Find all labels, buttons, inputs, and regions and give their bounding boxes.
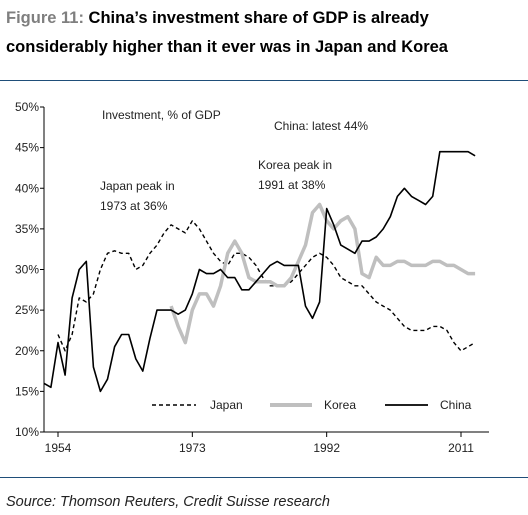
y-tick-label: 35% bbox=[15, 222, 39, 236]
annotation-china-latest: China: latest 44% bbox=[274, 119, 368, 133]
y-tick-label: 40% bbox=[15, 181, 39, 195]
annotation-japan-peak-line2: 1973 at 36% bbox=[100, 199, 168, 213]
y-axis: 10% 15% 20% 25% 30% 35% 40% 45% 50% bbox=[15, 100, 45, 439]
legend: Japan Korea China bbox=[152, 398, 472, 412]
source-note: Source: Thomson Reuters, Credit Suisse r… bbox=[6, 494, 330, 510]
y-tick-label: 15% bbox=[15, 384, 39, 398]
x-tick-label: 1954 bbox=[45, 441, 72, 455]
figure-title-text: China’s investment share of GDP is alrea… bbox=[6, 9, 448, 56]
top-rule bbox=[0, 80, 528, 81]
legend-japan-label: Japan bbox=[210, 398, 243, 412]
annotation-korea-peak-line2: 1991 at 38% bbox=[258, 178, 326, 192]
y-axis-label: Investment, % of GDP bbox=[102, 108, 221, 122]
y-tick-label: 20% bbox=[15, 344, 39, 358]
y-tick-label: 30% bbox=[15, 263, 39, 277]
x-tick-label: 1992 bbox=[313, 441, 340, 455]
series-line-japan bbox=[57, 220, 476, 352]
x-tick-label: 1973 bbox=[179, 441, 206, 455]
y-tick-label: 10% bbox=[15, 425, 39, 439]
y-tick-label: 45% bbox=[15, 141, 39, 155]
annotation-japan-peak-line1: Japan peak in bbox=[100, 179, 175, 193]
annotations: Investment, % of GDP China: latest 44% K… bbox=[100, 108, 368, 213]
legend-china-label: China bbox=[440, 398, 472, 412]
series-layer bbox=[43, 150, 476, 393]
legend-korea-label: Korea bbox=[324, 398, 356, 412]
series-line-korea bbox=[169, 202, 476, 345]
figure-label: Figure 11: bbox=[6, 9, 84, 27]
bottom-rule bbox=[0, 477, 528, 478]
annotation-korea-peak-line1: Korea peak in bbox=[258, 158, 332, 172]
x-tick-label: 2011 bbox=[448, 441, 474, 455]
figure-title: Figure 11: China’s investment share of G… bbox=[6, 4, 522, 62]
y-tick-label: 50% bbox=[15, 100, 39, 114]
x-axis: 1954 1973 1992 2011 bbox=[44, 431, 489, 455]
series-line-china bbox=[43, 150, 476, 393]
y-tick-label: 25% bbox=[15, 303, 39, 317]
